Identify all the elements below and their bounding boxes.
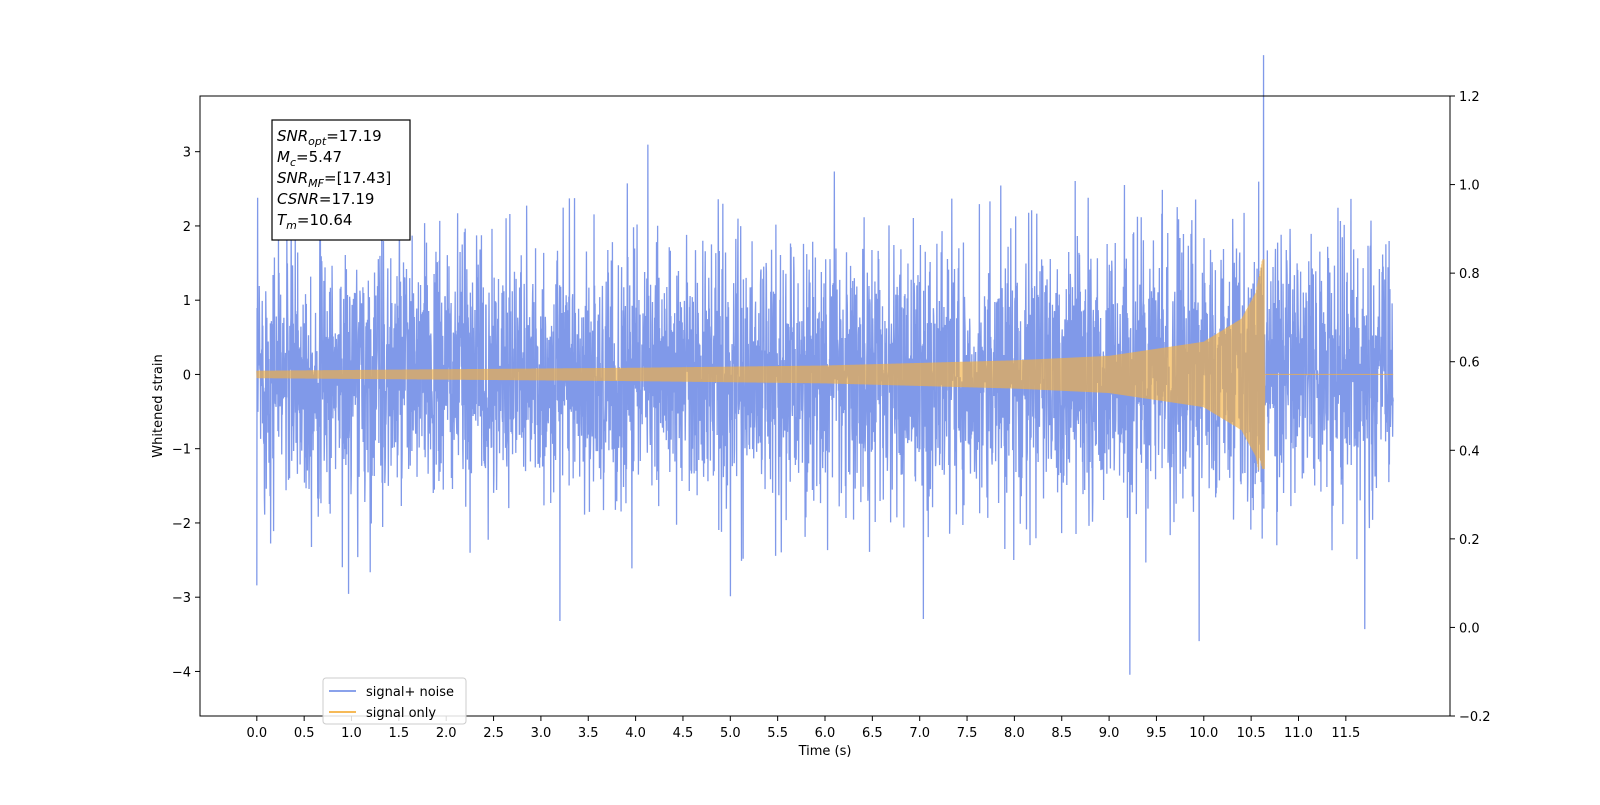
info-line: SNRopt=17.19 [277, 127, 382, 148]
info-line: Tm=10.64 [277, 211, 352, 232]
x-tick-label: 7.5 [957, 726, 978, 741]
x-tick-label: 8.5 [1051, 726, 1072, 741]
y-tick-label: 0 [183, 368, 191, 383]
series-signal-only [256, 259, 1394, 471]
x-tick-label: 2.0 [436, 726, 457, 741]
x-tick-label: 11.0 [1284, 726, 1313, 741]
y-right-tick-label: 1.2 [1459, 90, 1480, 105]
info-line: SNRMF=[17.43] [277, 169, 391, 190]
x-tick-label: 4.5 [673, 726, 694, 741]
x-tick-label: 9.0 [1099, 726, 1120, 741]
ticks-layer: 0.0 0.5 1.0 1.5 2.0 2.5 3.0 3.5 4.0 4.5 5.0 5.5 6.0 6… [172, 90, 1491, 741]
y-right-tick-label: 1.0 [1459, 179, 1480, 194]
x-tick-label: 3.5 [578, 726, 599, 741]
x-axis-label: Time (s) [798, 744, 852, 759]
info-box: SNRopt=17.19Mc=5.47SNRMF=[17.43]CSNR=17.… [271, 119, 411, 241]
info-line: CSNR=17.19 [277, 190, 374, 208]
x-tick-label: 2.5 [483, 726, 504, 741]
x-tick-label: 3.0 [531, 726, 552, 741]
y-axis-label: Whitened strain [151, 354, 166, 457]
y-tick-label: −4 [172, 665, 191, 680]
y-right-tick-label: −0.2 [1459, 710, 1491, 725]
y-right-tick-label: 0.8 [1459, 267, 1480, 282]
legend: signal+ noise signal only [322, 677, 467, 725]
y-tick-label: −2 [172, 517, 191, 532]
x-tick-label: 10.0 [1189, 726, 1218, 741]
y-tick-label: −1 [172, 443, 191, 458]
x-tick-label: 10.5 [1237, 726, 1266, 741]
y-right-tick-label: 0.2 [1459, 533, 1480, 548]
x-tick-label: 8.0 [1004, 726, 1025, 741]
y-tick-label: 3 [183, 146, 191, 161]
x-tick-label: 6.5 [862, 726, 883, 741]
x-tick-label: 0.0 [246, 726, 267, 741]
x-tick-label: 5.5 [767, 726, 788, 741]
legend-label: signal+ noise [366, 685, 454, 700]
x-tick-label: 9.5 [1146, 726, 1167, 741]
y-tick-label: 1 [183, 294, 191, 309]
x-tick-label: 1.5 [389, 726, 410, 741]
series-layer [256, 55, 1394, 675]
y-tick-label: 2 [183, 220, 191, 235]
x-tick-label: 7.0 [909, 726, 930, 741]
y-right-tick-label: 0.6 [1459, 356, 1480, 371]
info-box-frame [271, 119, 411, 241]
y-tick-label: −3 [172, 591, 191, 606]
y-right-tick-label: 0.0 [1459, 621, 1480, 636]
x-tick-label: 1.0 [341, 726, 362, 741]
y-right-tick-label: 0.4 [1459, 444, 1480, 459]
x-tick-label: 0.5 [294, 726, 315, 741]
x-tick-label: 6.0 [815, 726, 836, 741]
legend-frame [322, 677, 467, 725]
info-line: Mc=5.47 [277, 148, 342, 169]
x-tick-label: 5.0 [720, 726, 741, 741]
x-tick-label: 4.0 [625, 726, 646, 741]
legend-label: signal only [366, 706, 436, 721]
x-tick-label: 11.5 [1331, 726, 1360, 741]
